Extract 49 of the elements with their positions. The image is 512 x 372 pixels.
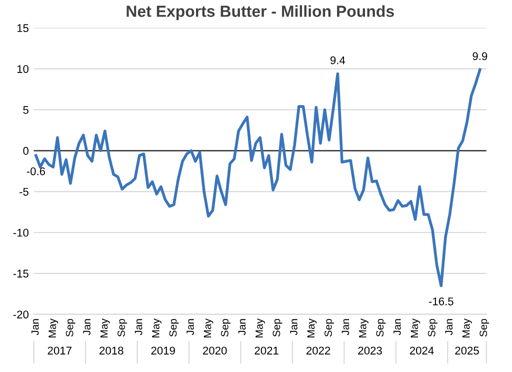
x-tick-label: Sep	[169, 318, 179, 337]
y-tick-label: -15	[13, 270, 28, 278]
text: 2024	[410, 346, 434, 355]
text: 2021	[254, 346, 278, 355]
text: 2022	[306, 346, 330, 355]
data-label: 9.4	[330, 56, 346, 64]
x-tick-label: Sep	[118, 318, 128, 337]
x-tick-label: Sep	[480, 318, 490, 337]
chart-title: Net Exports Butter - Million Pounds	[126, 5, 394, 20]
x-tick-label: May	[359, 318, 368, 338]
data-label: 9.9	[472, 52, 488, 60]
x-tick-label: Jan	[186, 319, 194, 336]
x-tick-label: Jan	[445, 319, 453, 336]
x-tick-label: Jan	[394, 319, 401, 336]
text: 2020	[203, 346, 227, 355]
x-tick-label: Jan	[134, 319, 142, 336]
text: 2019	[151, 346, 175, 355]
x-tick-label: May	[462, 318, 472, 338]
x-tick-label: Sep	[376, 318, 386, 337]
x-tick-label: May	[152, 318, 162, 338]
data-label: -0.6	[26, 167, 46, 176]
x-tick-label: May	[256, 318, 265, 338]
y-tick-label: 10	[17, 65, 28, 73]
x-tick-label: May	[307, 318, 317, 338]
x-tick-label: Jan	[31, 319, 39, 336]
x-tick-label: Sep	[272, 318, 282, 337]
x-tick-label: Jan	[342, 319, 350, 336]
text: 2018	[100, 346, 124, 355]
x-tick-label: Sep	[324, 318, 334, 337]
x-tick-label: May	[48, 318, 58, 338]
x-tick-label: May	[100, 318, 110, 338]
y-tick-label: 5	[23, 106, 28, 114]
x-tick-label: Sep	[221, 318, 230, 337]
x-tick-label: Jan	[290, 319, 298, 336]
y-tick-label: -10	[13, 228, 28, 237]
y-tick-label: 15	[17, 24, 28, 32]
data-label: -16.5	[428, 297, 454, 306]
x-tick-label: Jan	[238, 319, 246, 336]
y-tick-label: -20	[13, 310, 28, 318]
x-tick-label: Sep	[428, 318, 438, 337]
x-tick-label: May	[204, 318, 214, 338]
x-tick-label: Jan	[83, 319, 90, 336]
y-tick-label: -5	[20, 188, 28, 196]
y-tick-label: 0	[23, 146, 28, 155]
x-tick-label: Sep	[66, 318, 76, 337]
x-tick-label: May	[410, 318, 420, 338]
text: 2023	[358, 346, 382, 355]
text: 2017	[48, 346, 72, 355]
text: 2025	[455, 346, 479, 355]
